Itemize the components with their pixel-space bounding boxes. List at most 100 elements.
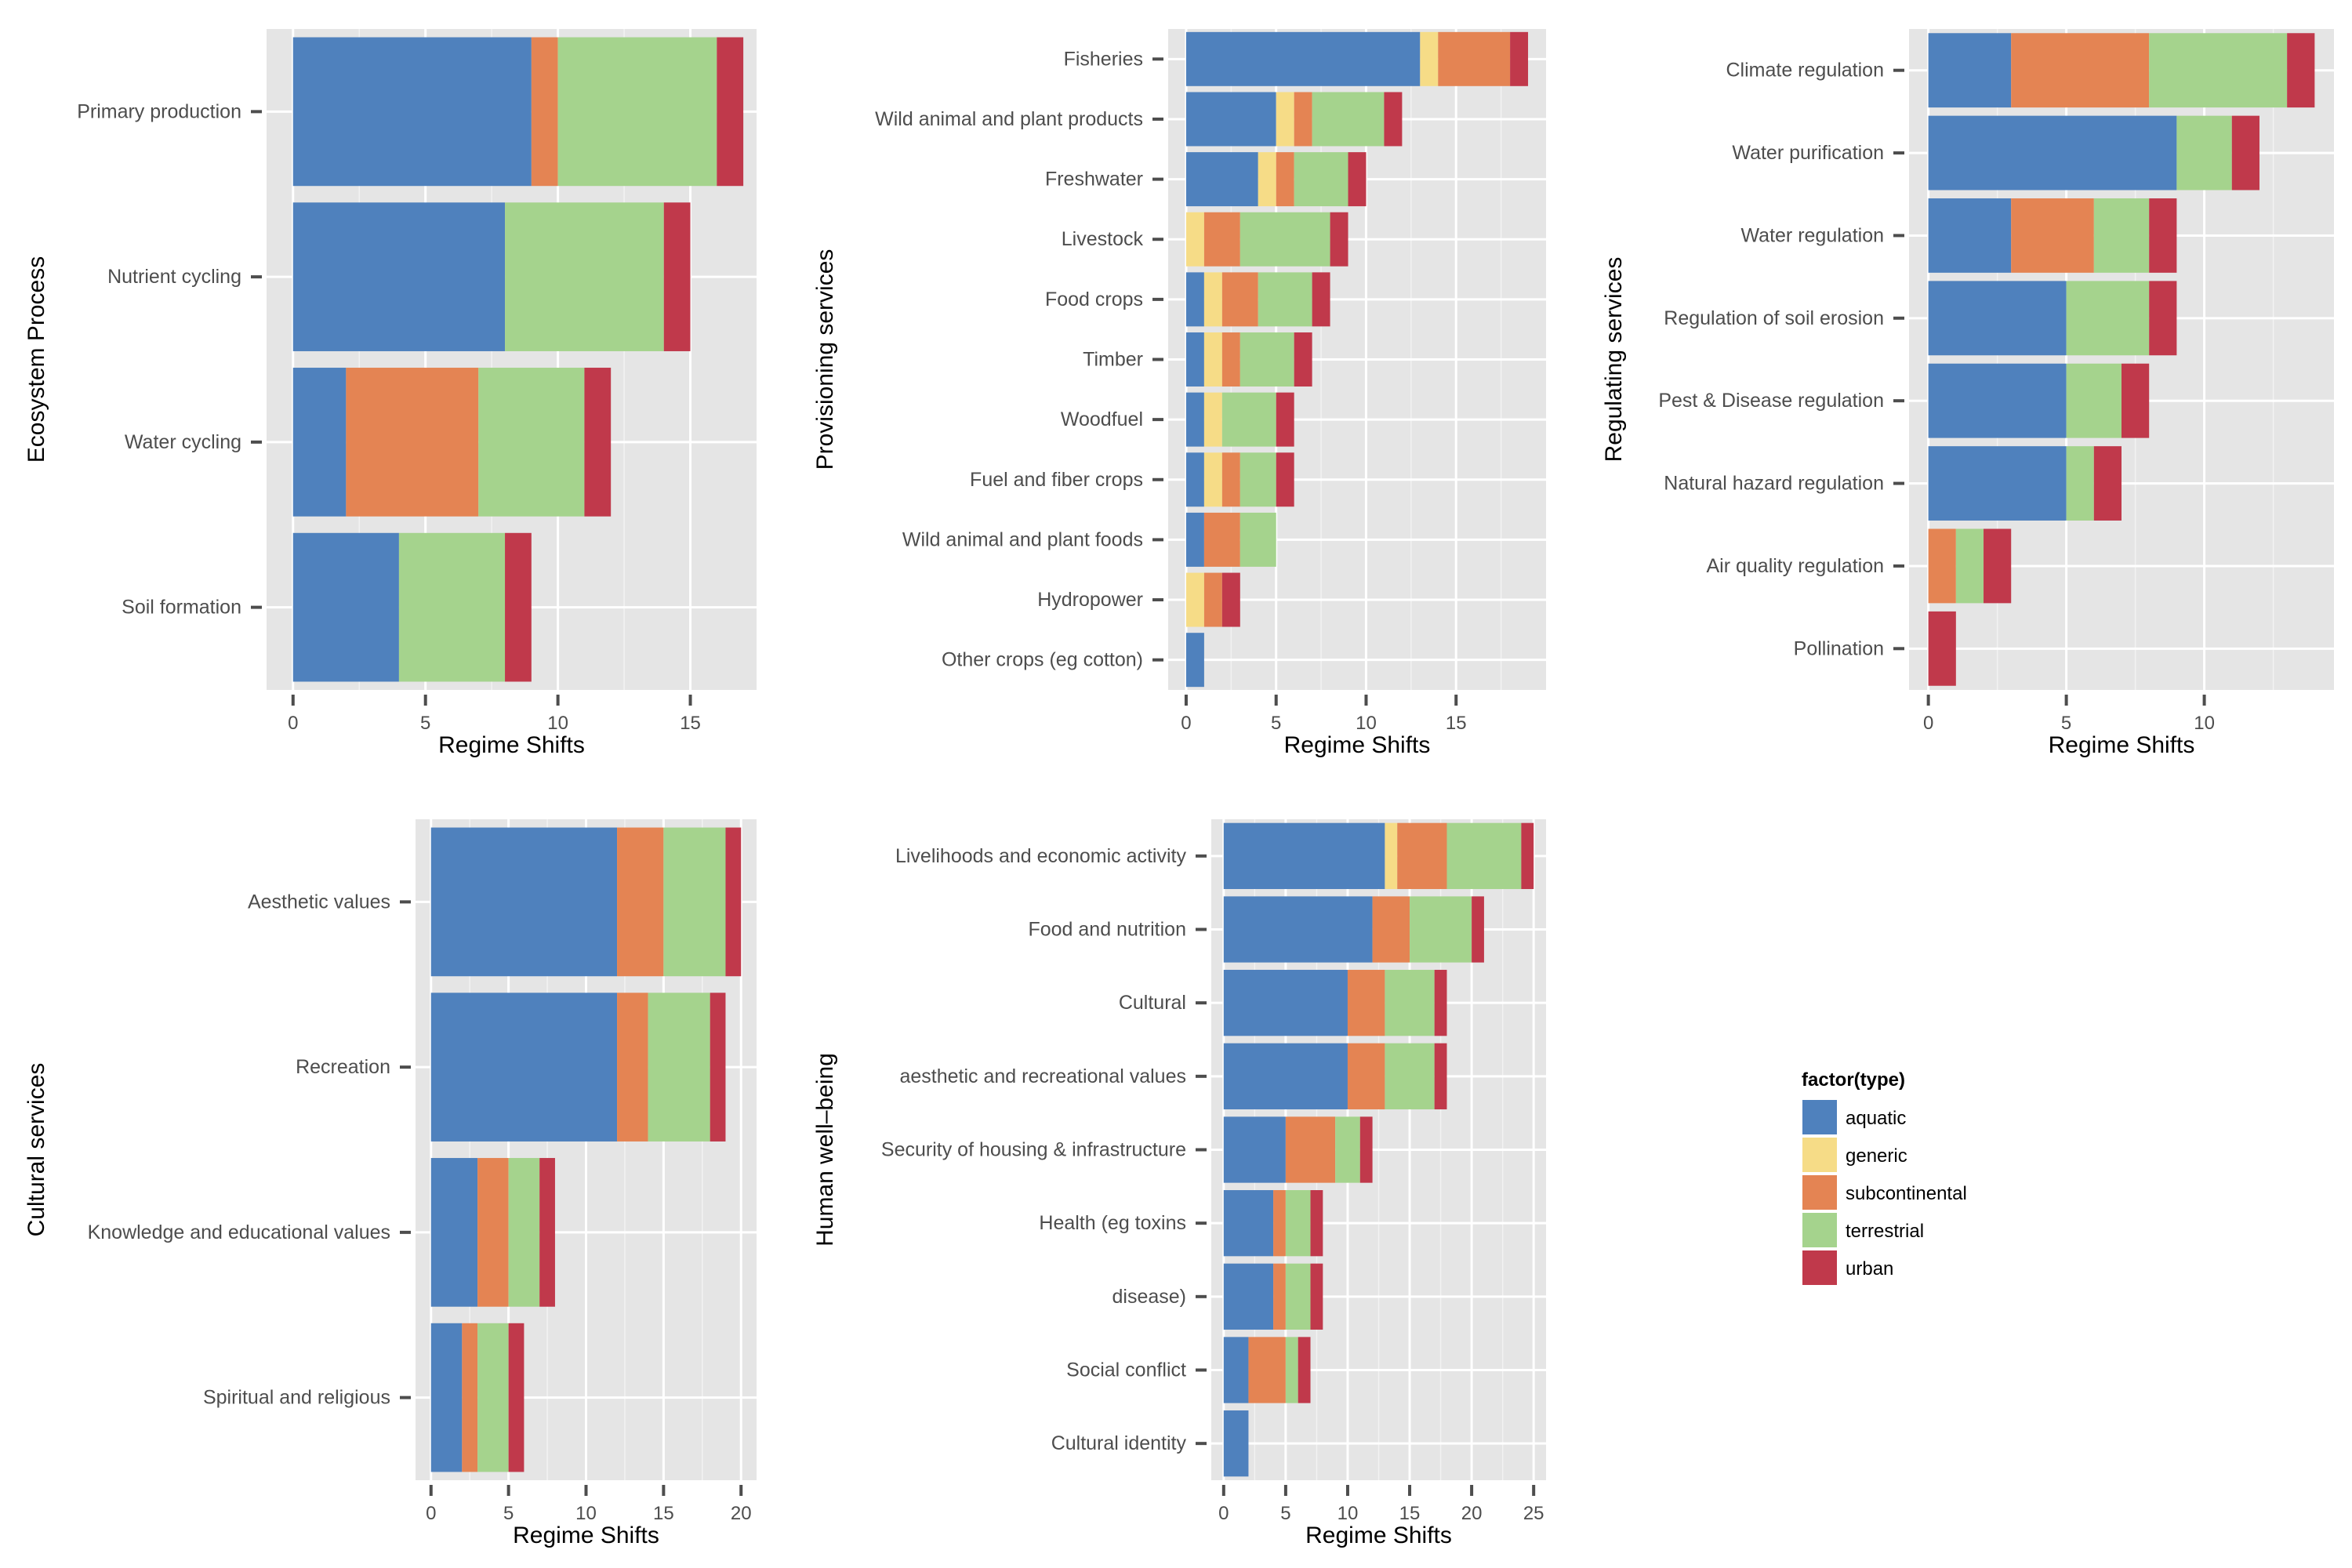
bar-segment-generic <box>1185 212 1204 267</box>
chart-panel-1: Primary production Nutrient cycling Water … <box>24 29 757 758</box>
bar-segment-generic <box>1203 272 1222 327</box>
bar-segment-generic <box>1203 452 1222 507</box>
x-tick-label: 15 <box>680 713 701 734</box>
bar-segment-subcontinental <box>1438 31 1511 86</box>
y-tick-label: Pollination <box>1794 637 1884 659</box>
bar-segment-generic <box>1203 332 1222 387</box>
bar-segment-urban <box>725 827 742 977</box>
bar-segment-urban <box>1330 212 1348 267</box>
legend-label-terrestrial: terrestrial <box>1846 1221 1924 1242</box>
x-tick-label: 20 <box>731 1503 752 1524</box>
y-tick-label: Wild animal and plant products <box>875 108 1143 130</box>
bar-segment-subcontinental <box>1285 1116 1336 1183</box>
y-tick-label: Nutrient cycling <box>107 266 241 288</box>
y-axis-title: Human well–being <box>812 1053 838 1247</box>
bar-segment-aquatic <box>292 202 506 351</box>
bar-segment-urban <box>584 368 612 517</box>
x-tick-label: 0 <box>426 1503 436 1524</box>
bar-segment-urban <box>1298 1337 1311 1403</box>
bar-segment-subcontinental <box>1276 152 1294 207</box>
bar-segment-terrestrial <box>2149 33 2288 108</box>
y-tick-label: Primary production <box>77 100 241 122</box>
bar-segment-urban <box>1359 1116 1373 1183</box>
y-tick-label: Cultural <box>1119 992 1186 1014</box>
bar-segment-terrestrial <box>1410 896 1472 963</box>
x-tick-label: 10 <box>1356 713 1377 734</box>
bar-segment-aquatic <box>1223 822 1385 889</box>
x-tick-label: 0 <box>1181 713 1191 734</box>
chart-panel-2: Fisheries Wild animal and plant products F… <box>812 29 1546 758</box>
bar-segment-subcontinental <box>462 1323 478 1472</box>
y-tick-label: Water purification <box>1732 142 1884 164</box>
y-tick-label: Wild animal and plant foods <box>902 528 1143 550</box>
bar-segment-terrestrial <box>398 532 506 682</box>
bar-segment-terrestrial <box>2066 281 2150 356</box>
y-tick-label: Social conflict <box>1066 1359 1186 1381</box>
y-axis-title: Regulating services <box>1601 257 1627 463</box>
bar-segment-urban <box>1221 572 1240 627</box>
y-tick-label: Food crops <box>1045 289 1143 310</box>
bar-segment-urban <box>1294 332 1312 387</box>
bar-segment-terrestrial <box>2093 198 2150 273</box>
bar-segment-terrestrial <box>2066 446 2094 521</box>
bar-segment-subcontinental <box>1203 212 1240 267</box>
bar-segment-generic <box>1258 152 1276 207</box>
bar-segment-urban <box>1521 822 1534 889</box>
bar-segment-terrestrial <box>478 368 585 517</box>
bar-segment-aquatic <box>1185 92 1276 147</box>
bar-segment-urban <box>539 1158 555 1307</box>
bar-segment-aquatic <box>1185 392 1204 447</box>
x-tick-label: 10 <box>1338 1503 1359 1524</box>
bar-segment-terrestrial <box>1240 212 1330 267</box>
bar-segment-urban <box>1434 1043 1447 1109</box>
bar-segment-subcontinental <box>2011 198 2094 273</box>
x-axis-title: Regime Shifts <box>513 1523 659 1548</box>
bar-segment-aquatic <box>1928 33 2012 108</box>
legend: factor(type) aquatic generic subcontinenta… <box>1801 1069 1967 1287</box>
bar-segment-terrestrial <box>1446 822 1522 889</box>
bar-segment-urban <box>1310 1190 1323 1257</box>
x-tick-label: 15 <box>1399 1503 1421 1524</box>
bar-segment-terrestrial <box>1955 528 1984 604</box>
bar-segment-aquatic <box>1185 152 1258 207</box>
bar-segment-subcontinental <box>1203 512 1240 567</box>
chart-panel-3: Climate regulation Water purification Wate… <box>1601 29 2334 758</box>
bar-segment-aquatic <box>1223 896 1373 963</box>
legend-swatch-generic <box>1801 1136 1838 1174</box>
legend-swatch-subcontinental <box>1801 1174 1838 1211</box>
y-tick-label: Pest & Disease regulation <box>1658 390 1884 412</box>
bar-segment-urban <box>1312 272 1330 327</box>
bar-segment-terrestrial <box>1335 1116 1360 1183</box>
bar-segment-aquatic <box>1928 198 2012 273</box>
y-axis-title: Ecosystem Process <box>24 256 49 463</box>
y-tick-label: Climate regulation <box>1726 60 1885 82</box>
bar-segment-urban <box>2093 446 2122 521</box>
bar-segment-urban <box>1984 528 2012 604</box>
y-tick-label: Fuel and fiber crops <box>970 469 1143 491</box>
bar-segment-urban <box>508 1323 524 1472</box>
x-tick-label: 5 <box>2061 713 2071 734</box>
bar-segment-urban <box>1384 92 1403 147</box>
bar-segment-subcontinental <box>1221 332 1240 387</box>
bar-segment-urban <box>2149 281 2177 356</box>
x-tick-label: 5 <box>1280 1503 1290 1524</box>
bar-segment-subcontinental <box>1294 92 1312 147</box>
y-tick-label: Livelihoods and economic activity <box>895 845 1187 867</box>
bar-segment-terrestrial <box>1294 152 1348 207</box>
bar-segment-terrestrial <box>1240 332 1294 387</box>
bar-segment-terrestrial <box>557 37 717 187</box>
y-tick-label: Spiritual and religious <box>203 1387 390 1409</box>
bar-segment-subcontinental <box>1203 572 1222 627</box>
bar-segment-aquatic <box>1928 446 2067 521</box>
bar-segment-terrestrial <box>1258 272 1312 327</box>
bar-segment-aquatic <box>292 37 532 187</box>
x-tick-label: 5 <box>1271 713 1281 734</box>
x-tick-label: 0 <box>288 713 298 734</box>
bar-segment-subcontinental <box>1397 822 1447 889</box>
bar-segment-subcontinental <box>1273 1190 1286 1257</box>
bar-segment-subcontinental <box>477 1158 509 1307</box>
y-tick-label: Water cycling <box>125 431 241 453</box>
bar-segment-aquatic <box>292 368 347 517</box>
bar-segment-urban <box>1310 1263 1323 1330</box>
x-tick-label: 25 <box>1523 1503 1544 1524</box>
